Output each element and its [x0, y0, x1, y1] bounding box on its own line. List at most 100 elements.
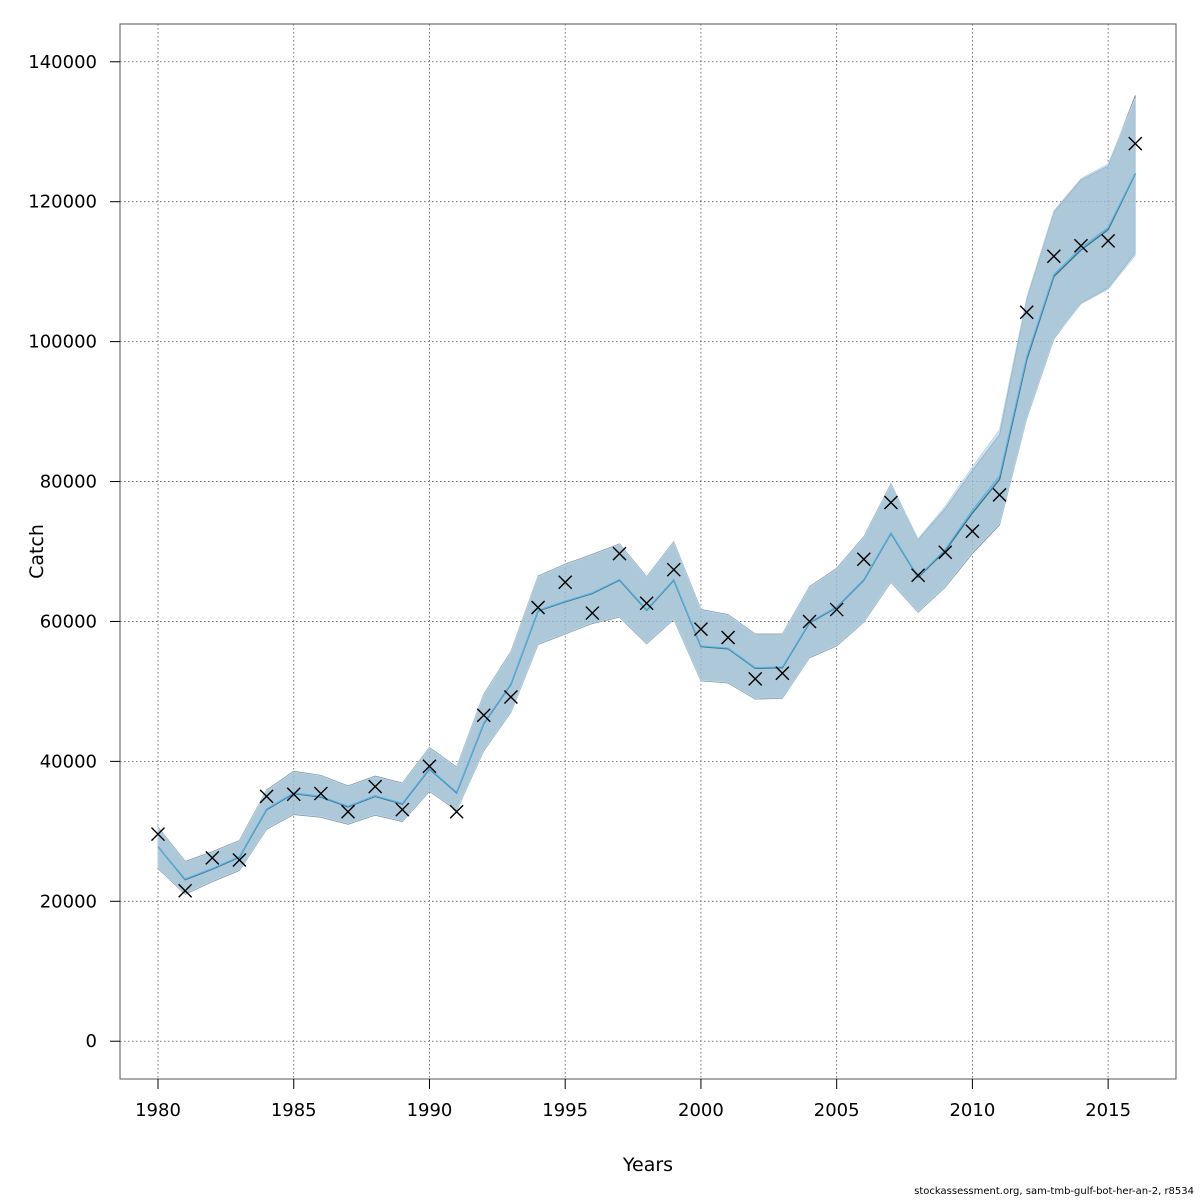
observed-point-stroke: [829, 602, 844, 617]
observed-point: [693, 622, 708, 637]
observed-point: [503, 690, 518, 705]
observed-point-stroke: [1046, 249, 1061, 264]
observed-point-stroke: [449, 804, 464, 819]
confidence-bands: [157, 95, 1136, 895]
observed-point: [178, 883, 193, 898]
observed-point: [259, 789, 274, 804]
observed-point-stroke: [856, 552, 871, 567]
y-tick-label: 40000: [40, 751, 97, 772]
observed-point: [1046, 249, 1061, 264]
observed-point-stroke: [1101, 233, 1116, 248]
y-axis: 0 20000 40000 60000 80000 100000 120000 140000: [28, 52, 120, 1052]
y-tick-label: 20000: [40, 891, 97, 912]
observed-point-stroke: [368, 779, 383, 794]
observed-point-stroke: [612, 546, 627, 561]
observed-point-stroke: [693, 622, 708, 637]
grid: [120, 24, 1176, 1079]
x-tick-label: 2005: [814, 1100, 860, 1121]
x-axis: 1980 1985 1990 1995 2000 2005 2010 2015: [135, 1079, 1131, 1121]
observed-point-stroke: [883, 495, 898, 510]
observed-point: [856, 552, 871, 567]
observed-point: [666, 562, 681, 577]
observed-point: [341, 804, 356, 819]
observed-point-stroke: [938, 545, 953, 560]
observed-point: [558, 575, 573, 590]
estimate-line-light: [157, 172, 1136, 880]
observed-point: [992, 487, 1007, 502]
observed-point: [775, 666, 790, 681]
observed-point: [395, 802, 410, 817]
observed-point-stroke: [422, 759, 437, 774]
x-tick-label: 2000: [678, 1100, 724, 1121]
y-tick-label: 0: [86, 1031, 97, 1052]
source-footer: stockassessment.org, sam-tmb-gulf-bot-he…: [914, 1186, 1194, 1197]
observed-point-stroke: [992, 487, 1007, 502]
observed-point-stroke: [558, 575, 573, 590]
x-tick-label: 2010: [949, 1100, 995, 1121]
observed-point-stroke: [639, 596, 654, 611]
observed-point-stroke: [313, 786, 328, 801]
x-tick-label: 2015: [1085, 1100, 1131, 1121]
observed-point-stroke: [151, 827, 166, 842]
observed-point-stroke: [748, 671, 763, 686]
observed-point: [639, 596, 654, 611]
observed-point-stroke: [1073, 238, 1088, 253]
confidence-band-light: [157, 98, 1136, 895]
observed-point: [612, 546, 627, 561]
observed-point: [721, 630, 736, 645]
observed-point: [802, 614, 817, 629]
observed-point-stroke: [341, 804, 356, 819]
observed-point: [151, 827, 166, 842]
observed-point-stroke: [1128, 136, 1143, 151]
x-tick-label: 1990: [407, 1100, 453, 1121]
observed-point-stroke: [259, 789, 274, 804]
observed-point-stroke: [775, 666, 790, 681]
observed-point-stroke: [205, 850, 220, 865]
observed-point-stroke: [503, 690, 518, 705]
observed-point-stroke: [585, 606, 600, 621]
observed-point-stroke: [1019, 305, 1034, 320]
observed-point: [476, 708, 491, 723]
observed-point: [829, 602, 844, 617]
observed-point-stroke: [531, 600, 546, 615]
observed-point-stroke: [286, 787, 301, 802]
observed-point-stroke: [476, 708, 491, 723]
observed-point: [1128, 136, 1143, 151]
observed-points: [151, 136, 1143, 898]
x-axis-title: Years: [622, 1154, 673, 1176]
estimate-lines: [157, 172, 1136, 881]
plot-box: [119, 23, 1177, 1080]
x-tick-label: 1985: [271, 1100, 317, 1121]
observed-point: [1101, 233, 1116, 248]
x-tick-label: 1995: [542, 1100, 588, 1121]
observed-point-stroke: [802, 614, 817, 629]
observed-point: [368, 779, 383, 794]
y-tick-label: 80000: [40, 472, 97, 493]
observed-point-stroke: [911, 568, 926, 583]
observed-point: [911, 568, 926, 583]
observed-point-stroke: [178, 883, 193, 898]
observed-point: [1073, 238, 1088, 253]
observed-point: [313, 786, 328, 801]
observed-point: [965, 524, 980, 539]
observed-point: [938, 545, 953, 560]
observed-point: [883, 495, 898, 510]
observed-point: [232, 853, 247, 868]
observed-point-stroke: [232, 853, 247, 868]
observed-point-stroke: [721, 630, 736, 645]
y-tick-label: 100000: [28, 332, 97, 353]
observed-point: [1019, 305, 1034, 320]
y-tick-label: 140000: [28, 52, 97, 73]
observed-point: [585, 606, 600, 621]
x-tick-label: 1980: [135, 1100, 181, 1121]
observed-point: [286, 787, 301, 802]
observed-point: [531, 600, 546, 615]
observed-point-stroke: [666, 562, 681, 577]
observed-point: [205, 850, 220, 865]
y-axis-title: Catch: [26, 524, 48, 579]
observed-point: [748, 671, 763, 686]
y-tick-label: 60000: [40, 611, 97, 632]
observed-point: [449, 804, 464, 819]
observed-point-stroke: [965, 524, 980, 539]
